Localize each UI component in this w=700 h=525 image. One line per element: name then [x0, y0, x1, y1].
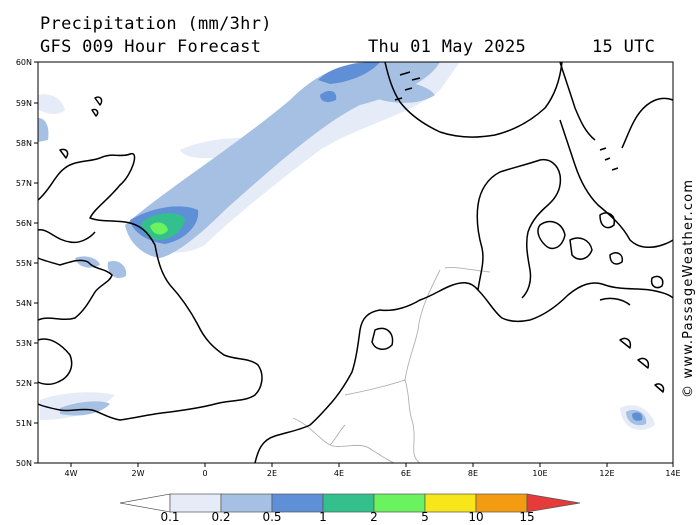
lat-label: 55N	[16, 259, 32, 268]
scale-label: 0.1	[160, 510, 180, 524]
credit-watermark: © www.PassageWeather.com	[672, 150, 700, 400]
precip-2-band	[150, 222, 168, 235]
lat-axis: 50N 51N 52N 53N 54N 55N 56N 57N 58N 59N …	[16, 58, 39, 468]
scale-label: 2	[370, 510, 378, 524]
map-frame	[37, 61, 674, 464]
sweden-coast	[559, 119, 674, 248]
country-borders	[292, 267, 491, 464]
lon-axis: 4W 2W 0 2E 4E 6E 8E 10E 12E 14E	[38, 462, 681, 478]
lon-label: 6E	[401, 469, 411, 478]
scale-label: 0.2	[211, 510, 231, 524]
precip-0.2-band	[125, 62, 440, 258]
lat-label: 60N	[16, 58, 32, 67]
forecast-label: GFS 009 Hour Forecast	[40, 37, 262, 57]
lon-label: 12E	[599, 469, 614, 478]
lat-label: 59N	[16, 99, 32, 108]
lon-label: 0	[202, 469, 207, 478]
scale-label: 1	[319, 510, 327, 524]
lat-label: 54N	[16, 299, 32, 308]
coastlines	[37, 61, 674, 464]
lat-label: 53N	[16, 339, 32, 348]
lon-label: 2W	[132, 469, 145, 478]
great-britain-coast	[37, 153, 263, 421]
scale-label: 5	[421, 510, 429, 524]
scale-segment	[526, 493, 581, 513]
color-scale	[119, 493, 581, 513]
lon-label: 2E	[267, 469, 277, 478]
precipitation-shading	[38, 62, 655, 430]
credit-text: © www.PassageWeather.com	[681, 179, 696, 398]
lon-label: 4W	[65, 469, 78, 478]
precip-0.5-band	[318, 62, 380, 84]
scale-label: 0.5	[262, 510, 282, 524]
lat-label: 52N	[16, 379, 32, 388]
lon-label: 14E	[665, 469, 680, 478]
lon-label: 10E	[532, 469, 547, 478]
lat-label: 51N	[16, 419, 32, 428]
continent-coast	[254, 282, 531, 464]
scale-label: 10	[468, 510, 484, 524]
valid-date: Thu 01 May 2025	[368, 37, 527, 57]
scale-label: 15	[519, 510, 535, 524]
lon-label: 8E	[468, 469, 478, 478]
denmark-coast	[476, 158, 562, 299]
lon-label: 4E	[334, 469, 344, 478]
scale-segment	[322, 493, 375, 513]
lat-label: 57N	[16, 179, 32, 188]
lat-label: 56N	[16, 219, 32, 228]
lat-label: 58N	[16, 139, 32, 148]
valid-time: 15 UTC	[592, 37, 656, 57]
scale-segment	[373, 493, 426, 513]
lat-label: 50N	[16, 459, 32, 468]
map-title: Precipitation (mm/3hr)	[40, 14, 272, 34]
